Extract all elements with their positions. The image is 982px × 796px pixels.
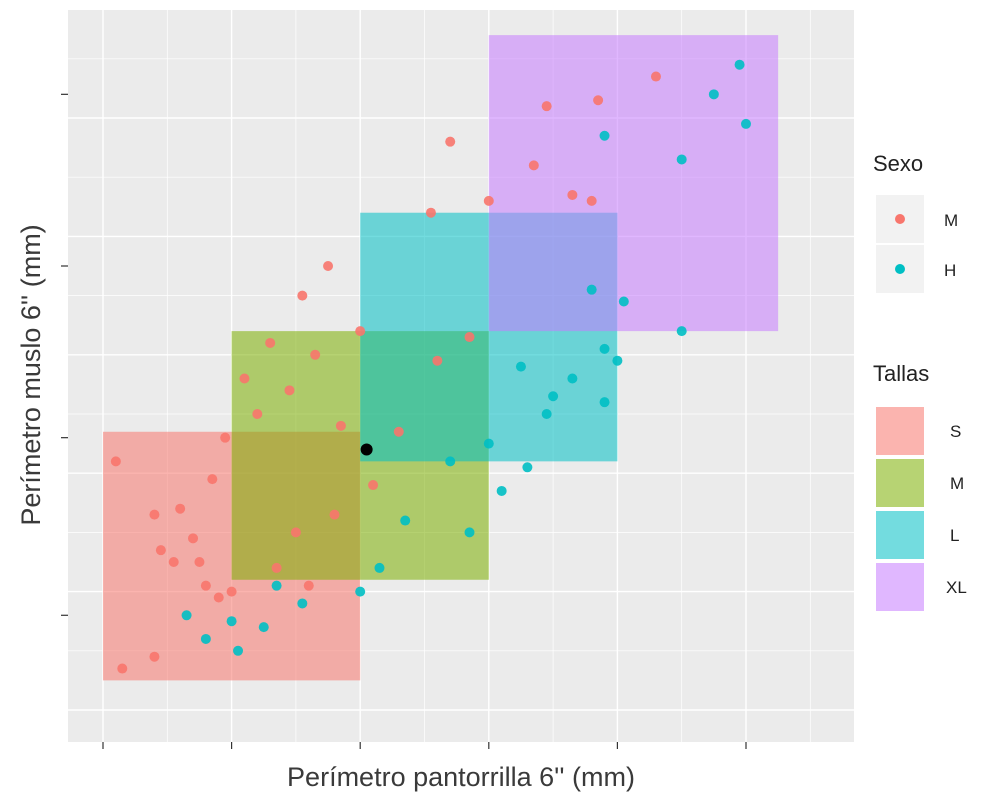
data-point-m [168,557,179,567]
data-point-h [676,154,687,165]
data-point-h [676,326,687,337]
data-point-m [593,95,604,106]
data-point-h [618,296,629,307]
size-regions [103,35,779,681]
data-point-m [650,71,661,82]
legend-sexo: Sexo M H [873,151,958,293]
data-point-m [567,189,578,200]
legend-tallas-label-m: M [950,474,964,493]
data-point-h [708,89,719,100]
data-point-h [741,118,751,129]
data-point-m [329,509,340,520]
data-point-m [310,349,321,360]
data-point-h [599,130,610,141]
legend-sexo-label-h: H [944,261,956,280]
data-point-h [233,645,244,656]
data-point-h [599,397,610,408]
data-point-m [432,355,443,366]
x-axis-title: Perímetro pantorrilla 6'' (mm) [287,762,635,792]
data-point-h [355,586,366,597]
legend-sexo-label-m: M [944,211,958,230]
data-point-m [117,663,128,674]
size-region-xl [488,35,779,332]
data-point-m [284,385,295,396]
highlight-layer [360,443,373,456]
legend-tallas-title: Tallas [873,361,929,386]
data-point-m [290,527,301,538]
data-point-h [200,633,211,644]
data-point-m [226,586,237,597]
data-point-h [464,527,475,538]
data-point-h [522,462,533,473]
data-point-h [734,59,745,70]
data-point-m [200,580,211,591]
legend-tallas-key-m [876,459,924,507]
data-point-m [175,503,186,514]
data-point-m [393,426,404,437]
data-point-m [188,533,199,544]
data-point-h [541,409,552,419]
legend-tallas-key-l [876,511,924,559]
data-point-m [213,592,224,603]
data-point-h [400,515,411,526]
data-point-m [445,136,456,147]
data-point-m [323,261,334,271]
legend-sexo-title: Sexo [873,151,923,176]
legend-tallas: Tallas S M L XL [873,361,967,611]
legend-sexo-key-h-dot [895,264,905,274]
data-point-m [464,332,475,343]
data-point-h [496,485,507,496]
data-point-m [355,326,366,337]
data-point-m [194,557,205,567]
data-point-m [528,160,539,171]
data-point-h [258,622,269,633]
data-point-m [265,337,276,348]
data-point-m [541,101,552,112]
y-axis-title: Perímetro muslo 6'' (mm) [16,224,46,525]
data-point-m [483,195,494,206]
data-point-m [149,651,160,662]
legend-tallas-label-s: S [950,422,961,441]
legend-tallas-key-xl [876,563,924,611]
data-point-h [271,580,282,591]
data-point-m [207,474,218,485]
data-point-h [599,343,610,354]
legend-tallas-label-xl: XL [946,578,967,597]
data-point-h [612,355,623,366]
data-point-m [155,545,166,556]
data-point-h [548,391,559,402]
legend-tallas-label-l: L [950,526,959,545]
data-point-m [586,195,597,206]
data-point-m [149,509,160,520]
data-point-h [483,438,494,449]
data-point-m [368,480,379,491]
data-point-m [252,409,263,419]
data-point-h [586,284,597,295]
data-point-h [297,598,308,609]
data-point-m [297,290,308,301]
data-point-h [374,562,385,573]
data-point-m [220,432,231,443]
legend-sexo-key-m-dot [895,214,905,224]
data-point-m [271,562,282,573]
data-point-h [181,610,192,621]
data-point-m [335,420,346,431]
legend-tallas-key-s [876,407,924,455]
data-point-m [425,207,436,218]
data-point-h [515,361,526,372]
data-point-m [303,580,314,591]
data-point-h [567,373,578,384]
data-point-m [110,456,121,467]
data-points [110,59,751,674]
axis-ticks [61,93,747,749]
highlight-point [360,443,373,456]
data-point-h [226,616,237,627]
data-point-m [239,373,250,384]
data-point-h [445,456,456,467]
